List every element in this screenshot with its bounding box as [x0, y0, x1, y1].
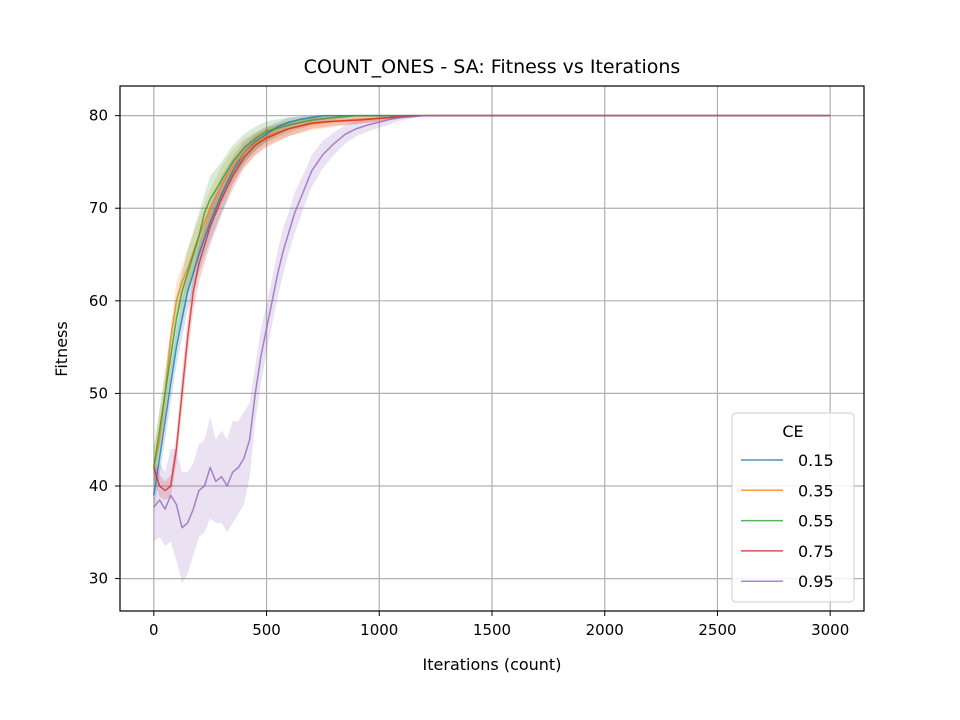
- x-tick-label: 2500: [698, 621, 736, 639]
- y-tick-label: 40: [89, 477, 108, 495]
- x-tick-label: 0: [149, 621, 159, 639]
- series-lines: [153, 114, 831, 529]
- legend-label-0.15: 0.15: [798, 451, 834, 470]
- legend-entries: 0.15 0.35 0.55 0.75 0.95: [741, 451, 834, 591]
- legend-label-0.35: 0.35: [798, 481, 834, 500]
- x-axis-label: Iterations (count): [423, 655, 562, 674]
- legend-label-0.55: 0.55: [798, 512, 834, 531]
- legend-box: [731, 412, 855, 603]
- series-line-0.55: [153, 114, 831, 468]
- legend: CE 0.15 0.35 0.55 0.75 0.95: [731, 412, 855, 603]
- legend-label-0.75: 0.75: [798, 542, 834, 561]
- x-tick-label: 3000: [811, 621, 849, 639]
- y-tick-label: 30: [89, 570, 108, 588]
- y-tick-label: 60: [89, 292, 108, 310]
- chart-title: COUNT_ONES - SA: Fitness vs Iterations: [304, 56, 681, 78]
- y-tick-label: 70: [89, 199, 108, 217]
- y-tick-label: 50: [89, 384, 108, 402]
- x-tick-label: 1000: [360, 621, 398, 639]
- x-tick-label: 2000: [586, 621, 624, 639]
- x-tick-label: 500: [252, 621, 281, 639]
- series-line-0.95: [153, 114, 831, 529]
- y-tick-label: 80: [89, 107, 108, 125]
- y-axis-label: Fitness: [52, 321, 71, 376]
- legend-label-0.95: 0.95: [798, 572, 834, 591]
- x-tick-label: 1500: [473, 621, 511, 639]
- legend-title: CE: [782, 422, 803, 441]
- x-axis-ticks: 0 500 1000 1500 2000 2500 3000: [149, 611, 849, 639]
- series-line-0.15: [153, 114, 831, 496]
- series-line-0.75: [153, 114, 831, 492]
- y-axis-ticks: 30 40 50 60 70 80: [89, 107, 120, 588]
